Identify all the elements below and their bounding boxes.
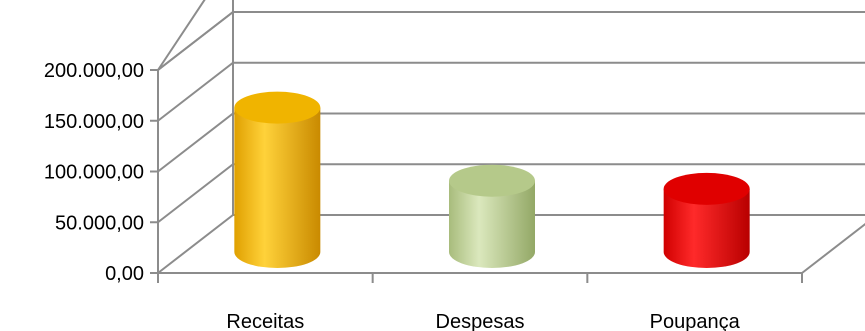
- x-tick-label: Receitas: [226, 311, 304, 331]
- y-tick-label: 0,00: [105, 263, 144, 285]
- gridlines: [157, 0, 865, 274]
- y-tick-label: 150.000,00: [44, 111, 144, 133]
- y-tick-label: 200.000,00: [44, 60, 144, 82]
- bars: [234, 91, 750, 269]
- axes: [150, 69, 865, 283]
- x-tick-label: Despesas: [436, 311, 525, 331]
- y-tick-label: 50.000,00: [55, 212, 144, 234]
- y-tick-label: 100.000,00: [44, 162, 144, 184]
- floor-right-edge: [801, 223, 865, 274]
- bar-top: [663, 172, 750, 205]
- bar-despesas: [449, 164, 535, 268]
- gridline: [157, 11, 865, 71]
- bar-receitas: [234, 91, 321, 269]
- top-diagonal: [157, 11, 234, 71]
- bar-top: [449, 164, 535, 197]
- bar-body: [449, 180, 535, 268]
- labels: 0,00 50.000,00 100.000,00 150.000,00 200.000…: [44, 60, 741, 331]
- bar-top: [234, 91, 321, 124]
- bar-poupança: [663, 172, 750, 268]
- bar-body: [234, 107, 321, 269]
- top-frame: [157, 0, 206, 71]
- x-tick-label: Poupança: [650, 311, 741, 331]
- bar-body: [663, 188, 750, 268]
